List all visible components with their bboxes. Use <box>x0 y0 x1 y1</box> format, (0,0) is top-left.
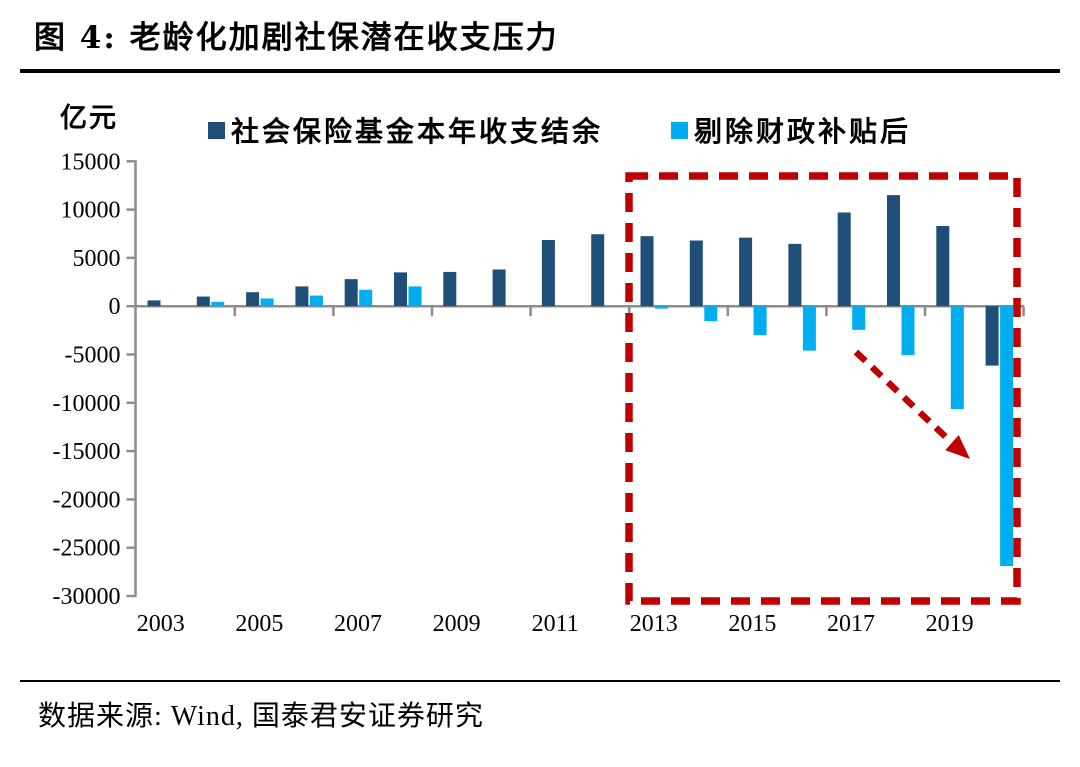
y-tick-label: -5000 <box>65 343 121 369</box>
figure-title: 图 4: 老龄化加剧社保潜在收支压力 <box>34 20 559 56</box>
bar-2015-fund-balance <box>739 237 753 307</box>
bar-2004-excl-subsidy <box>211 301 225 307</box>
bar-2005-fund-balance <box>246 292 260 307</box>
y-tick-label: 10000 <box>61 198 121 224</box>
bar-2014-excl-subsidy <box>704 306 718 322</box>
y-tick-label: -25000 <box>53 536 121 562</box>
title-divider <box>20 69 1060 73</box>
legend-item-fund-balance: 社会保险基金本年收支结余 <box>208 110 603 150</box>
legend-label-fund-balance: 社会保险基金本年收支结余 <box>231 117 604 148</box>
legend-marker-light-blue <box>671 121 688 139</box>
x-tick-label: 2013 <box>630 611 678 637</box>
legend-marker-dark-blue <box>208 121 225 139</box>
bar-2015-excl-subsidy <box>753 306 767 336</box>
decline-arrow-head <box>945 435 970 459</box>
bar-2018-fund-balance <box>887 195 900 307</box>
x-tick-label: 2011 <box>532 611 579 637</box>
x-tick-label: 2007 <box>334 611 382 637</box>
y-tick-label: 0 <box>109 294 121 320</box>
bar-2016-fund-balance <box>788 243 802 307</box>
bar-2014-fund-balance <box>689 240 703 307</box>
y-axis-unit-label: 亿元 <box>60 103 118 133</box>
legend-label-excl-subsidy: 剔除财政补贴后 <box>694 117 912 148</box>
y-tick-label: -20000 <box>53 487 121 513</box>
bar-2004-fund-balance <box>196 296 210 307</box>
bar-2009-fund-balance <box>443 271 457 307</box>
bar-2013-excl-subsidy <box>655 306 668 309</box>
decline-arrow-shaft <box>853 349 953 444</box>
y-tick-label: -10000 <box>53 391 121 417</box>
bar-2019-fund-balance <box>936 226 950 307</box>
y-tick-label: -15000 <box>53 439 121 465</box>
y-tick-label: -30000 <box>53 584 121 610</box>
bar-2012-fund-balance <box>591 234 605 307</box>
bar-2008-excl-subsidy <box>408 286 422 307</box>
x-tick-label: 2009 <box>433 611 481 637</box>
highlight-box-2013-2020 <box>625 172 1021 605</box>
bar-2006-excl-subsidy <box>309 295 323 307</box>
bar-2005-excl-subsidy <box>260 298 274 307</box>
x-tick-label: 2015 <box>728 611 776 637</box>
footer-divider <box>20 680 1060 682</box>
bar-2020-excl-subsidy <box>1000 306 1014 567</box>
bar-2017-fund-balance <box>837 212 851 307</box>
bar-2011-fund-balance <box>541 240 555 307</box>
y-tick-label: 15000 <box>61 149 121 175</box>
bar-2017-excl-subsidy <box>852 306 866 330</box>
bar-2016-excl-subsidy <box>802 306 816 351</box>
bar-2007-excl-subsidy <box>359 289 373 307</box>
bar-2020-fund-balance <box>985 306 999 366</box>
x-tick-label: 2017 <box>827 611 875 637</box>
bar-2003-fund-balance <box>147 300 161 307</box>
legend-item-excl-subsidy: 剔除财政补贴后 <box>671 110 911 150</box>
x-tick-label: 2005 <box>235 611 283 637</box>
bar-2013-fund-balance <box>640 236 654 307</box>
y-tick-label: 5000 <box>73 246 121 272</box>
bar-2006-fund-balance <box>295 286 309 307</box>
bar-2010-fund-balance <box>492 269 506 307</box>
data-source-note: 数据来源: Wind, 国泰君安证券研究 <box>38 701 484 732</box>
bar-2019-excl-subsidy <box>950 306 964 410</box>
x-tick-label: 2003 <box>137 611 185 637</box>
bar-2018-excl-subsidy <box>901 306 915 355</box>
bar-2007-fund-balance <box>344 279 358 307</box>
x-tick-label: 2019 <box>926 611 974 637</box>
bar-chart-plot: 15000 10000 5000 0 -5000 -10000 -15000 -20000 -2… <box>53 149 1025 637</box>
bar-2008-fund-balance <box>394 272 407 307</box>
